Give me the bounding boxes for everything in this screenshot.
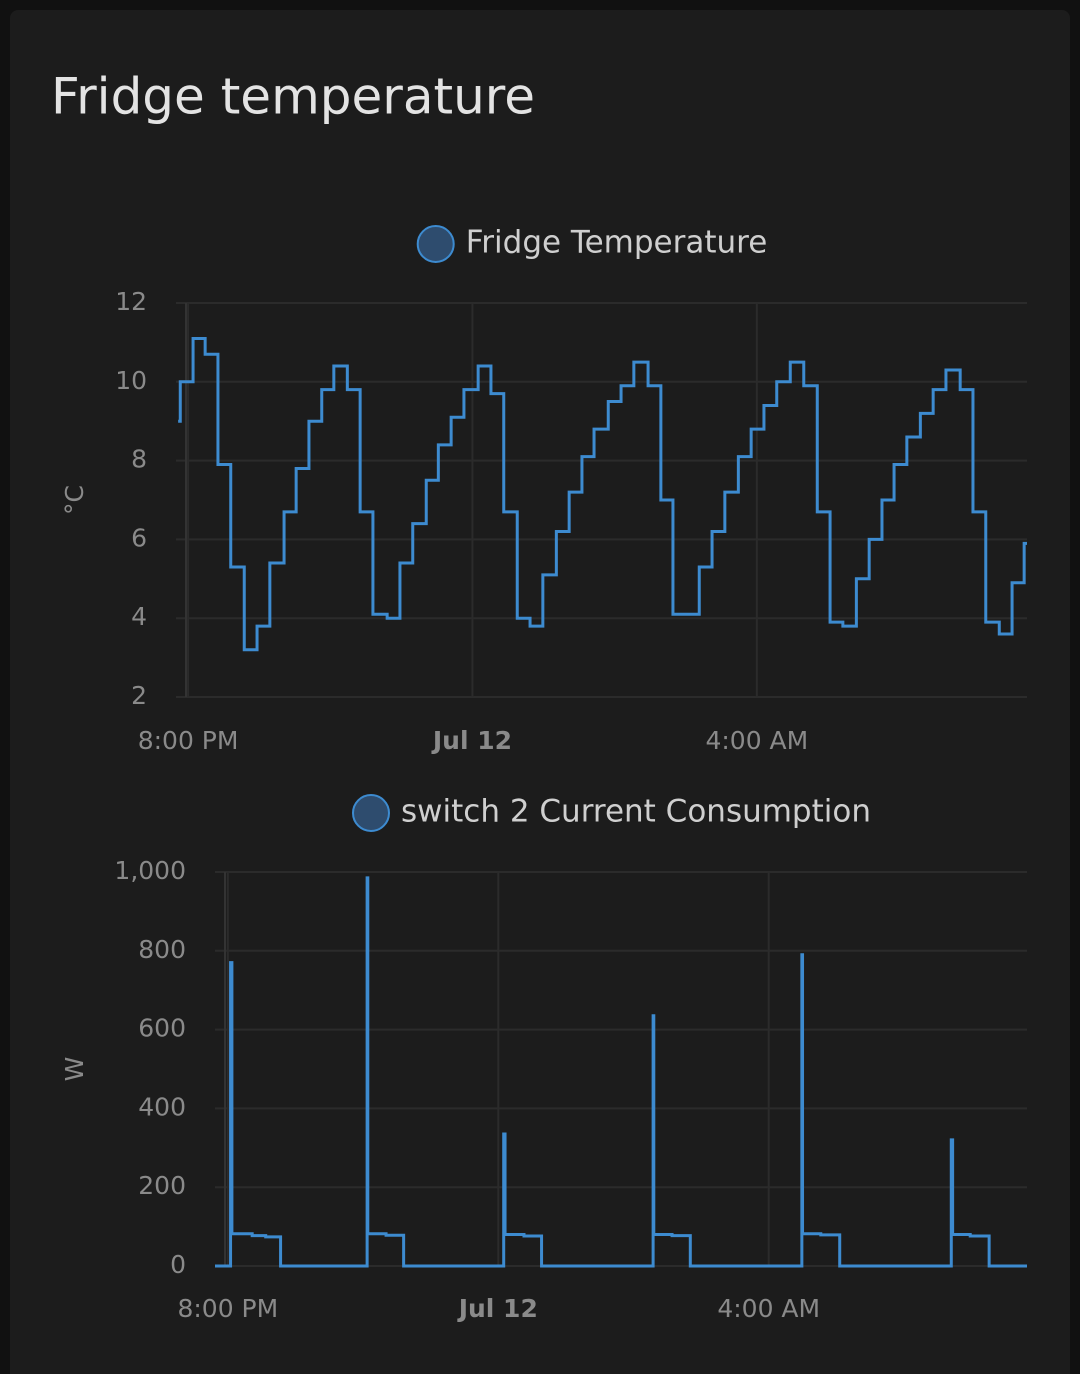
y-tick-label: 800	[138, 935, 186, 964]
legend-marker	[352, 794, 390, 832]
y-axis-label: W	[60, 1057, 89, 1082]
card	[10, 10, 1070, 1374]
legend-marker	[416, 225, 455, 263]
y-tick-label: 10	[115, 366, 147, 395]
card-title: Fridge temperature	[51, 68, 535, 126]
y-tick-label: 400	[138, 1092, 186, 1121]
line	[215, 876, 1027, 1268]
x-tick-label: 8:00 PM	[138, 726, 239, 755]
x-tick-label: Jul 12	[457, 1294, 538, 1323]
y-tick-label: 1,000	[114, 856, 186, 885]
y-tick-label: 2	[131, 681, 147, 710]
legend-label: Fridge Temperature	[466, 225, 768, 261]
y-tick-label: 600	[138, 1014, 186, 1043]
y-tick-label: 4	[131, 602, 147, 631]
y-tick-label: 0	[170, 1250, 186, 1279]
legend-label: switch 2 Current Consumption	[401, 794, 871, 830]
x-tick-label: 8:00 PM	[177, 1294, 278, 1323]
y-tick-label: 12	[115, 287, 147, 316]
y-tick-label: 6	[131, 523, 147, 552]
y-tick-label: 200	[138, 1171, 186, 1200]
y-axis-label: °C	[60, 485, 89, 515]
y-tick-label: 8	[131, 445, 147, 474]
x-tick-label: 4:00 AM	[717, 1294, 820, 1323]
line	[178, 336, 1027, 652]
x-tick-label: 4:00 AM	[705, 726, 808, 755]
x-tick-label: Jul 12	[431, 726, 512, 755]
